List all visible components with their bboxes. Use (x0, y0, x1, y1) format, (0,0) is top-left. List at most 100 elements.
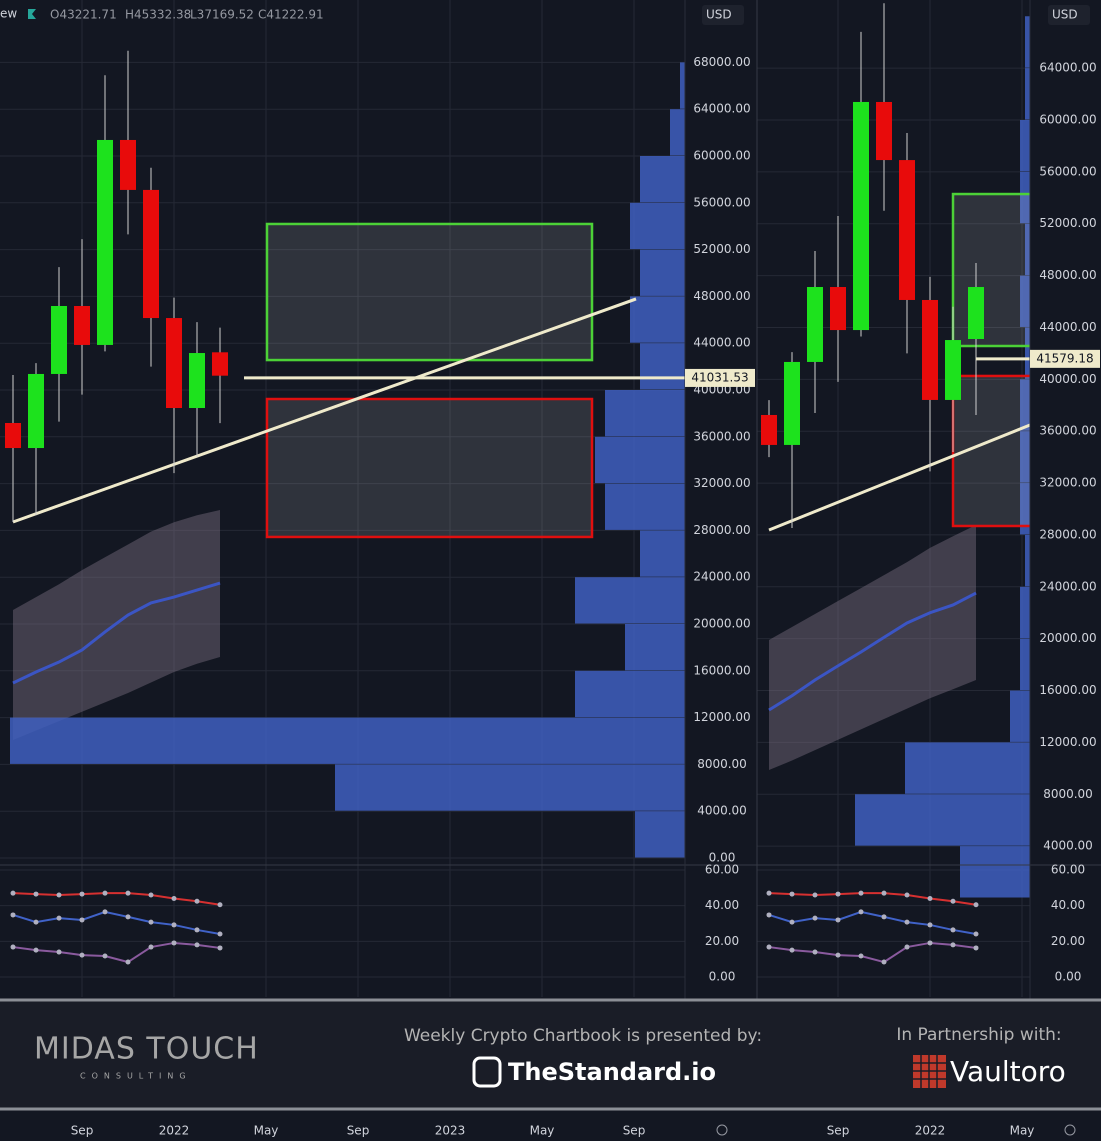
indicator-point (194, 942, 200, 948)
x-tick-label: Sep (623, 1124, 646, 1138)
x-tick-label: 2023 (435, 1124, 466, 1138)
y-tick-label: 64000.00 (1039, 61, 1096, 75)
indicator-point (217, 902, 223, 908)
x-tick-label: Sep (827, 1124, 850, 1138)
indicator-point (148, 944, 154, 950)
indicator-point (148, 919, 154, 925)
y-tick-label: 16000.00 (693, 663, 750, 677)
indicator-line (768, 892, 977, 906)
indicator-point (171, 922, 177, 928)
indicator-point (789, 947, 795, 953)
y-tick-label: 64000.00 (693, 102, 750, 116)
x-tick-label: 2022 (915, 1124, 946, 1138)
indicator-point (125, 914, 131, 920)
sponsor: TheStandard.io (508, 1058, 716, 1086)
y-tick-label: 28000.00 (1039, 527, 1096, 541)
volume-profile-bar (1025, 534, 1030, 587)
y-tick-label: 20000.00 (1039, 631, 1096, 645)
indicator-point (835, 917, 841, 923)
settings-button[interactable] (716, 1124, 728, 1136)
indicator-point (904, 892, 910, 898)
zone (265, 222, 594, 362)
y-tick-label: 36000.00 (693, 429, 750, 443)
candle-body (853, 101, 869, 331)
brand: MIDAS TOUCH (34, 1032, 259, 1067)
volume-profile-bar (680, 62, 685, 109)
candle-body (761, 414, 777, 445)
candle-body (166, 318, 182, 409)
header-prefix: ew (0, 7, 17, 21)
currency-button[interactable] (1048, 5, 1090, 25)
candle-body (143, 189, 159, 319)
symbol-icon (28, 9, 36, 19)
trendline (12, 297, 637, 524)
indicator-point (194, 927, 200, 933)
indicator-point (10, 890, 16, 896)
currency[interactable]: USD (706, 8, 732, 22)
y-tick-label: 40.00 (705, 898, 739, 912)
indicator-point (217, 945, 223, 951)
settings-button[interactable] (1064, 1124, 1076, 1136)
presented-text: Weekly Crypto Chartbook is presented by: (404, 1026, 762, 1046)
y-tick-label: 20.00 (705, 934, 739, 948)
y-tick-label: 40000.00 (1039, 372, 1096, 386)
indicator-point (973, 902, 979, 908)
chart-pane (757, 0, 1030, 997)
currency[interactable]: USD (1052, 8, 1078, 22)
currency-button[interactable] (702, 5, 744, 25)
candle-body (830, 287, 846, 331)
volume-profile-bar (605, 389, 685, 437)
indicator-point (102, 890, 108, 896)
candle-body (120, 139, 136, 190)
sponsor-logo (472, 1056, 502, 1088)
volume-profile-bar (855, 794, 1030, 846)
y-tick-label: 56000.00 (1039, 164, 1096, 178)
candle-body (922, 299, 938, 400)
y-tick-label: 44000.00 (1039, 320, 1096, 334)
y-tick-label: 52000.00 (1039, 216, 1096, 230)
indicator-line (12, 892, 221, 906)
indicator-point (812, 892, 818, 898)
y-tick-label: 0.00 (1055, 970, 1082, 984)
volume-profile-bar (635, 811, 685, 858)
ohlc-low: L37169.52 (190, 8, 254, 22)
volume-profile-bar (595, 436, 685, 484)
volume-profile-bar (1020, 431, 1030, 483)
indicator-point (858, 953, 864, 959)
indicator-point (33, 947, 39, 953)
indicator-point (835, 952, 841, 958)
y-tick-label: 32000.00 (693, 476, 750, 490)
candle-body (876, 101, 892, 161)
indicator-point (217, 931, 223, 937)
candle-body (74, 305, 90, 345)
indicator-point (79, 891, 85, 897)
y-tick-label: 8000.00 (1043, 787, 1093, 801)
charts (0, 0, 1030, 997)
x-tick-label: May (530, 1124, 555, 1138)
volume-profile-bar (1025, 68, 1030, 120)
x-tick-label: 2022 (159, 1124, 190, 1138)
indicator-point (789, 919, 795, 925)
y-tick-label: 40.00 (1051, 898, 1085, 912)
y-tick-label: 4000.00 (697, 804, 747, 818)
y-tick-label: 60.00 (705, 862, 739, 876)
indicator-point (927, 922, 933, 928)
volume-profile-bar (625, 624, 685, 671)
y-tick-label: 24000.00 (693, 570, 750, 584)
indicator-point (881, 959, 887, 965)
indicator-point (812, 915, 818, 921)
volume-profile-bar (1020, 171, 1030, 224)
ohlc-high: H45332.38 (125, 8, 191, 22)
volume-profile-bar (335, 764, 685, 811)
volume-profile-bar (1010, 690, 1030, 742)
x-tick-label: May (254, 1124, 279, 1138)
trendline (768, 423, 1030, 532)
volume-profile-bar (670, 109, 685, 156)
chart-pane (0, 0, 685, 997)
moving-average (12, 581, 221, 685)
partner-logo (913, 1055, 946, 1088)
candle-body (807, 287, 823, 362)
indicator-point (812, 949, 818, 955)
y-tick-label: 32000.00 (1039, 476, 1096, 490)
y-tick-label: 44000.00 (693, 336, 750, 350)
